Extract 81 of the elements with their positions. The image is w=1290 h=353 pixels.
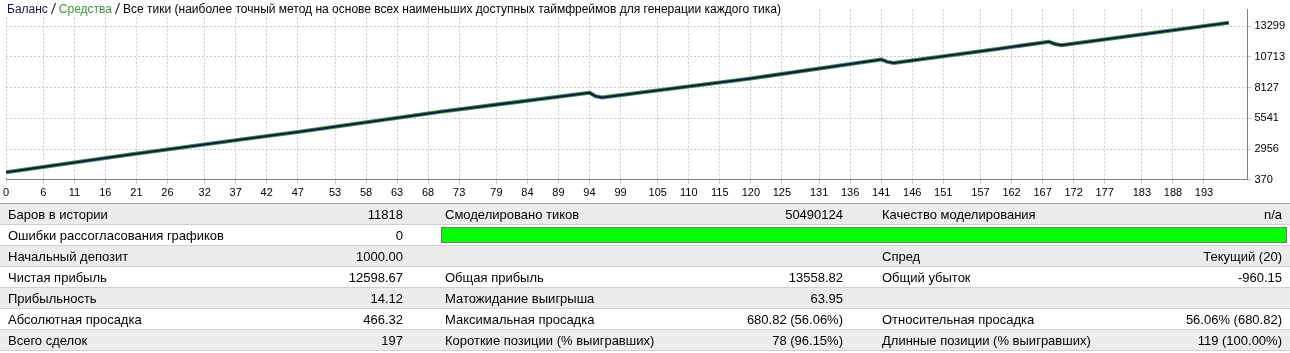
- x-tick-label: 32: [198, 186, 211, 199]
- x-tick-label: 58: [359, 186, 373, 199]
- x-tick-label: 162: [1002, 186, 1021, 199]
- x-tick-label: 193: [1194, 186, 1214, 199]
- text: Абсолютная просадка: [8, 312, 142, 327]
- x-tick-label: 0: [3, 186, 10, 199]
- x-tick-label: 151: [934, 186, 953, 199]
- x-tick-label: 94: [583, 186, 596, 199]
- x-tick-label: 177: [1095, 186, 1114, 199]
- text: Общий убыток: [882, 270, 971, 285]
- text: 63.95: [810, 291, 843, 306]
- text: Чистая прибыль: [8, 270, 107, 285]
- text: Средства: [58, 2, 113, 16]
- x-tick-label: 136: [841, 186, 860, 199]
- y-tick-label: 10713: [1254, 49, 1286, 62]
- text: -960.15: [1237, 270, 1282, 285]
- x-tick-label: 99: [614, 186, 627, 199]
- x-tick-label: 131: [809, 186, 829, 199]
- x-tick-label: 172: [1064, 186, 1083, 199]
- x-tick-label: 26: [161, 186, 174, 199]
- text: 119 (100.00%): [1197, 333, 1282, 348]
- x-tick-label: 105: [648, 186, 667, 199]
- x-tick-label: 183: [1132, 186, 1152, 199]
- x-tick-label: 47: [291, 186, 304, 199]
- x-tick-label: 79: [490, 186, 503, 199]
- text: 12598.67: [348, 270, 403, 285]
- x-tick-label: 188: [1163, 186, 1183, 199]
- text: Баров в истории: [8, 207, 108, 222]
- text: 466.32: [363, 312, 403, 327]
- text: Баланс: [7, 2, 48, 16]
- x-tick-label: 21: [130, 186, 143, 199]
- x-tick-label: 120: [741, 186, 761, 199]
- text: Всего сделок: [8, 333, 88, 348]
- text: 50490124: [785, 207, 843, 222]
- y-tick-label: 370: [1254, 172, 1273, 185]
- x-tick-label: 53: [328, 186, 342, 199]
- x-tick-label: 37: [229, 186, 242, 199]
- text: 0: [395, 228, 403, 243]
- text: n/a: [1263, 207, 1282, 222]
- y-tick-label: 5541: [1254, 111, 1279, 124]
- text: Качество моделирования: [882, 207, 1036, 222]
- text: Длинные позиции (% выигравших): [882, 333, 1091, 348]
- y-tick-label: 8127: [1254, 80, 1279, 93]
- text: Спред: [882, 249, 921, 264]
- text: Максимальная просадка: [445, 312, 595, 327]
- x-tick-label: 68: [421, 186, 435, 199]
- x-tick-label: 146: [903, 186, 922, 199]
- text: 14.12: [370, 291, 403, 306]
- x-tick-label: 6: [40, 186, 47, 199]
- x-tick-label: 125: [772, 186, 792, 199]
- text: 13558.82: [788, 270, 843, 285]
- x-tick-label: 84: [521, 186, 534, 199]
- text: Ошибки рассогласования графиков: [8, 228, 225, 243]
- y-tick-label: 13299: [1254, 19, 1286, 32]
- text: Общая прибыль: [445, 270, 544, 285]
- text: 680.82 (56.06%): [746, 312, 843, 327]
- x-tick-label: 141: [872, 186, 891, 199]
- text: Короткие позиции (% выигравших): [445, 333, 655, 348]
- x-tick-label: 11: [68, 186, 81, 199]
- text: 56.06% (680.82): [1185, 312, 1282, 327]
- y-tick-label: 2956: [1254, 142, 1279, 155]
- text: 1000.00: [356, 249, 403, 264]
- chart-title: Все тики (наиболее точный метод на основе всех наименьших доступных таймфреймов для генерации каждого тика): [123, 2, 781, 16]
- text: Матожидание выигрыша: [445, 291, 595, 306]
- x-tick-label: 89: [552, 186, 565, 199]
- text: 11818: [367, 207, 403, 222]
- x-tick-label: 115: [711, 186, 729, 199]
- x-tick-label: 63: [390, 186, 404, 199]
- x-tick-label: 157: [971, 186, 990, 199]
- text: Прибыльность: [8, 291, 97, 306]
- x-tick-label: 42: [260, 186, 273, 199]
- text: Относительная просадка: [882, 312, 1035, 327]
- text: Начальный депозит: [8, 249, 129, 264]
- text: Текущий (20): [1203, 249, 1282, 264]
- text: 197: [381, 333, 403, 348]
- x-tick-label: 110: [680, 186, 698, 199]
- x-tick-label: 16: [99, 186, 112, 199]
- text: Смоделировано тиков: [445, 207, 580, 222]
- text: 78 (96.15%): [772, 333, 843, 348]
- x-tick-label: 167: [1033, 186, 1052, 199]
- x-tick-label: 73: [453, 186, 466, 199]
